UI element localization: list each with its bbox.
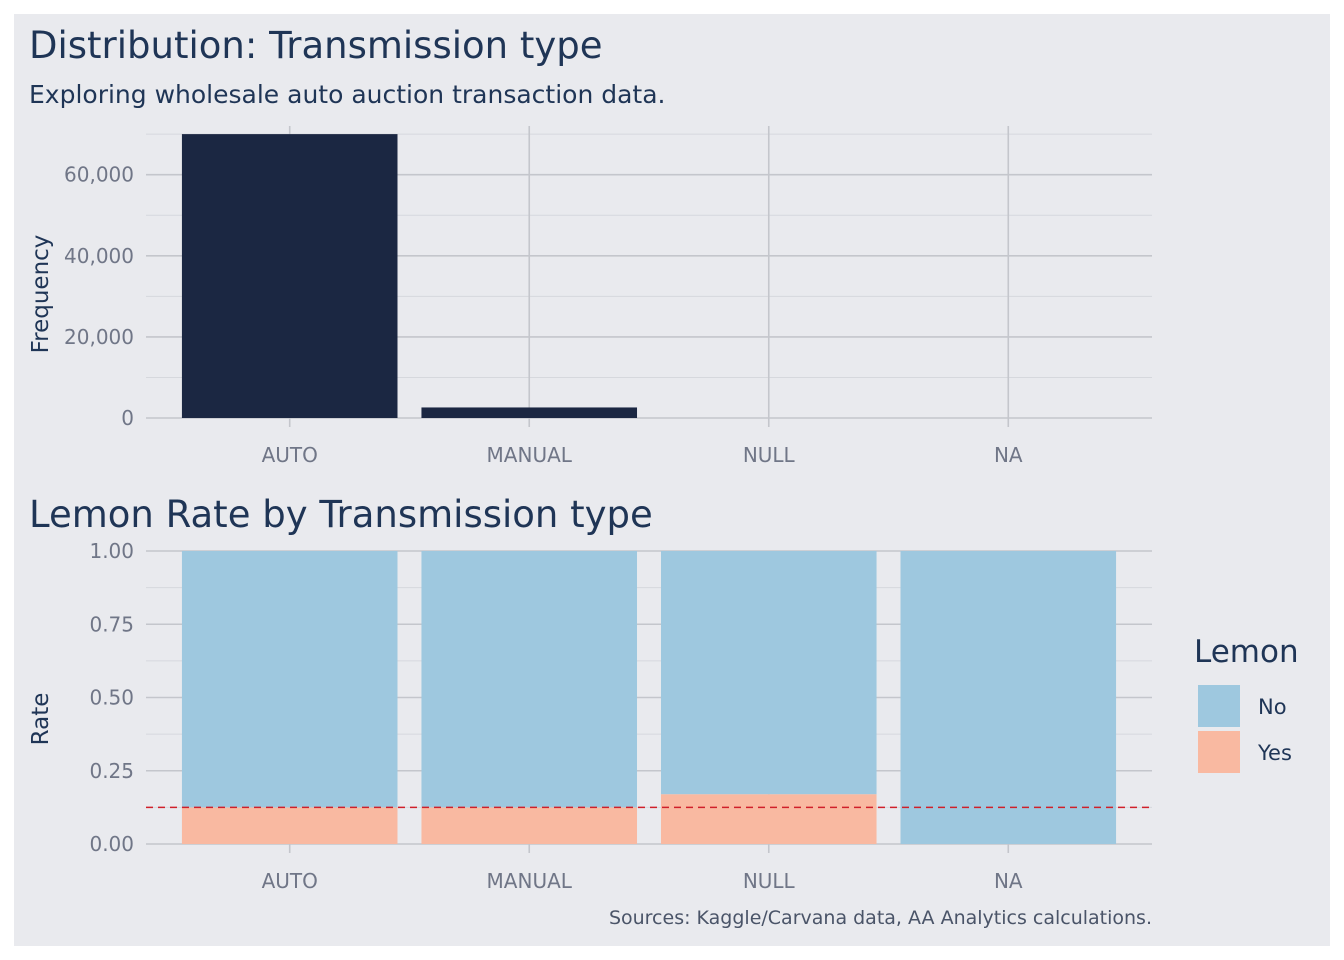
frequency-plot: 0 20,000 40,000 60,000 AUTO MANUAL NULL NA — [64, 126, 1152, 467]
top-y-axis-title: Frequency — [28, 235, 54, 354]
rate-bar-no-null — [660, 551, 877, 795]
top-chart-title: Distribution: Transmission type — [29, 24, 603, 67]
chart-svg: Distribution: Transmission type Explorin… — [28, 24, 1299, 929]
top-x-tick-label: NULL — [743, 443, 796, 467]
frequency-bar-auto — [181, 134, 398, 418]
rate-bar-no-manual — [421, 551, 638, 808]
legend-swatch-no — [1198, 685, 1240, 727]
legend-label-no: No — [1258, 695, 1287, 719]
bottom-x-tick-label: AUTO — [262, 869, 318, 893]
legend: Lemon No Yes — [1194, 634, 1299, 773]
legend-title: Lemon — [1194, 634, 1299, 670]
rate-bar-no-auto — [181, 551, 398, 808]
top-y-tick-label: 0 — [121, 406, 134, 430]
source-caption: Sources: Kaggle/Carvana data, AA Analyti… — [609, 907, 1152, 929]
rate-bar-no-na — [900, 551, 1117, 844]
top-y-tick-label: 40,000 — [64, 244, 134, 268]
top-x-tick-label: AUTO — [262, 443, 318, 467]
top-y-tick-label: 60,000 — [64, 163, 134, 187]
bottom-y-tick-label: 0.00 — [89, 832, 134, 856]
bottom-chart-title: Lemon Rate by Transmission type — [29, 493, 653, 536]
frequency-bar-manual — [421, 407, 638, 418]
bottom-x-tick-label: MANUAL — [487, 869, 573, 893]
bottom-y-axis-title: Rate — [28, 693, 54, 746]
bottom-y-tick-label: 1.00 — [89, 539, 134, 563]
legend-swatch-yes — [1198, 731, 1240, 773]
top-x-tick-label: NA — [994, 443, 1023, 467]
legend-label-yes: Yes — [1257, 741, 1292, 765]
rate-bar-yes-null — [660, 794, 877, 844]
bottom-y-tick-label: 0.25 — [89, 759, 134, 783]
lemon-rate-plot: 0.00 0.25 0.50 0.75 1.00 AUTO MANUAL NULL NA — [89, 539, 1152, 893]
bottom-y-tick-label: 0.50 — [89, 686, 134, 710]
top-chart-subtitle: Exploring wholesale auto auction transac… — [29, 80, 666, 109]
chart-panel: Distribution: Transmission type Explorin… — [14, 14, 1330, 946]
top-x-tick-label: MANUAL — [487, 443, 573, 467]
rate-bar-yes-manual — [421, 807, 638, 844]
bottom-x-tick-label: NA — [994, 869, 1023, 893]
top-y-tick-label: 20,000 — [64, 325, 134, 349]
bottom-x-tick-label: NULL — [743, 869, 796, 893]
bottom-y-tick-label: 0.75 — [89, 612, 134, 636]
rate-bar-yes-auto — [181, 807, 398, 844]
